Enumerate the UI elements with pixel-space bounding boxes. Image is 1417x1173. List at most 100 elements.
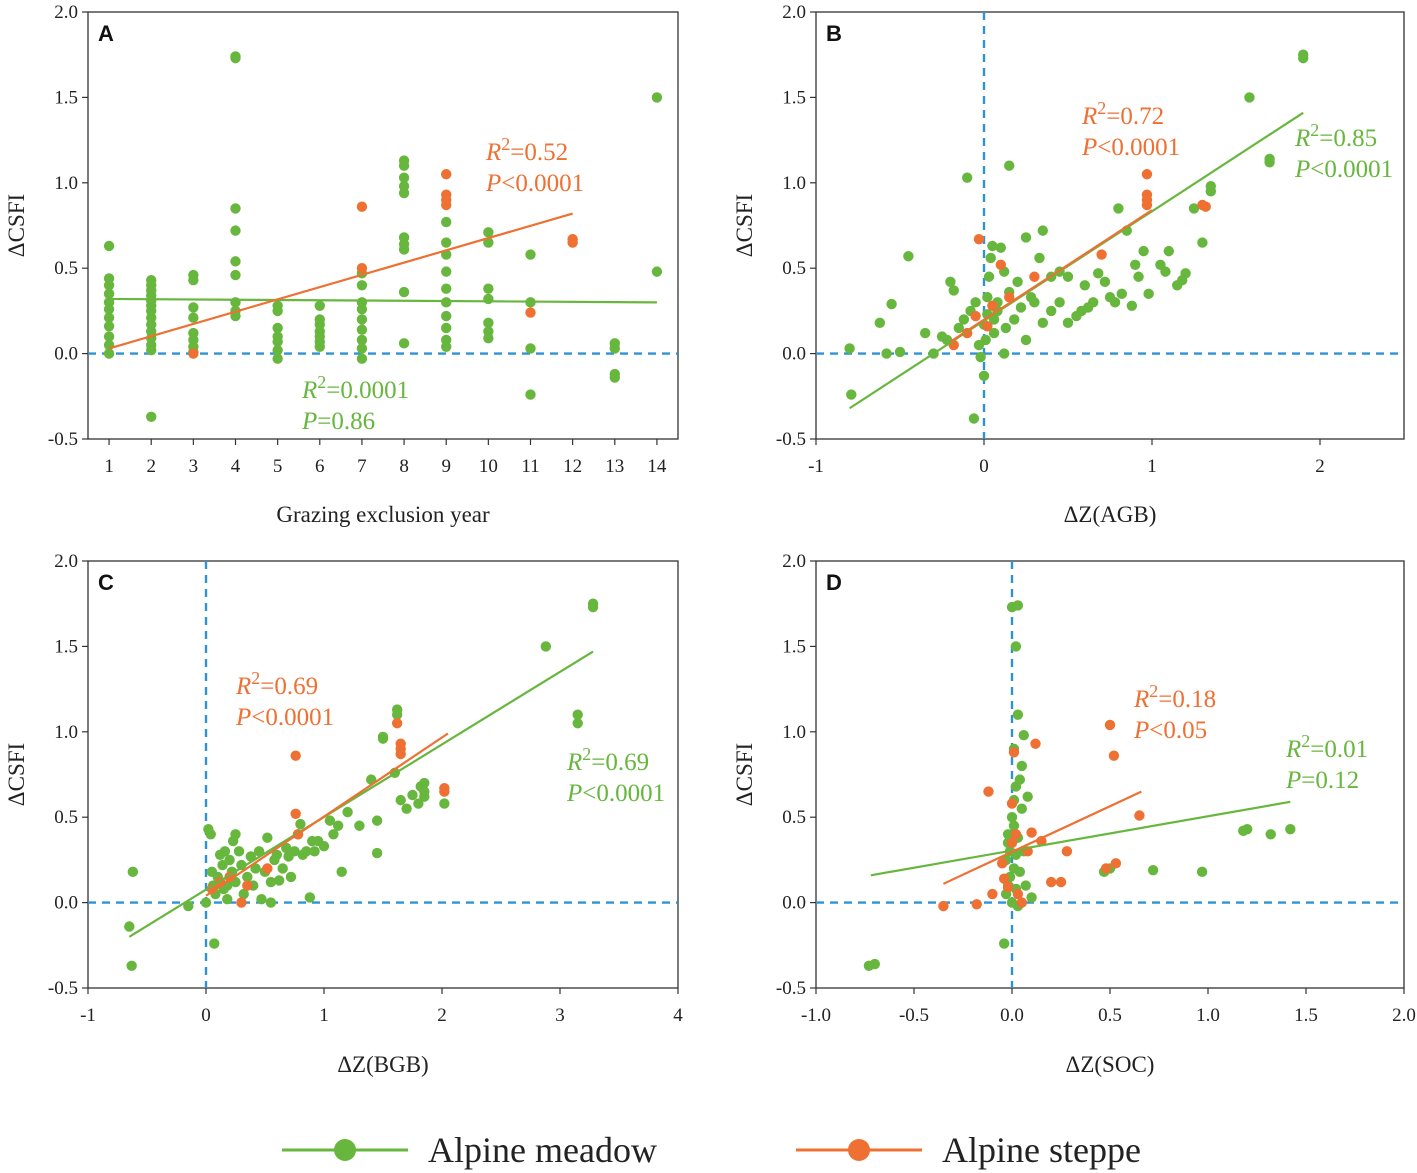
steppe-point <box>439 786 450 797</box>
x-axis-label: ΔZ(AGB) <box>1064 502 1157 527</box>
steppe-point <box>188 348 199 359</box>
x-tick-label: 14 <box>647 456 667 477</box>
x-tick-label: 5 <box>273 456 283 477</box>
meadow-point <box>188 302 199 313</box>
y-tick-label: 1.0 <box>782 173 806 194</box>
meadow-point <box>230 52 241 64</box>
x-tick-label: 1.0 <box>1196 1005 1220 1026</box>
x-tick-label: 4 <box>673 1005 683 1026</box>
meadow-point <box>371 847 383 859</box>
meadow-point <box>525 249 536 260</box>
meadow-point <box>314 341 325 352</box>
meadow-point <box>103 303 115 315</box>
steppe-point <box>987 888 998 900</box>
meadow-point <box>183 900 194 912</box>
meadow-point <box>285 871 297 883</box>
y-tick-label: 1.5 <box>54 87 78 108</box>
panel-a: -0.50.00.51.01.52.01 2 3 4 5 6 7 8 9 10 11 12 13 14R2… <box>4 2 679 527</box>
meadow-point <box>336 866 347 878</box>
meadow-point <box>1002 829 1014 840</box>
meadow-regression-line <box>128 650 594 938</box>
meadow-point <box>1014 866 1026 878</box>
x-tick-label: 2.0 <box>1392 1005 1416 1026</box>
meadow-point <box>103 240 115 252</box>
y-tick-label: 2.0 <box>54 551 78 572</box>
meadow-point <box>103 348 115 359</box>
meadow-point <box>1116 288 1127 300</box>
meadow-point <box>1099 276 1111 288</box>
meadow-point <box>419 791 430 802</box>
meadow-point <box>1188 203 1200 214</box>
meadow-point <box>903 251 914 262</box>
meadow-point <box>1143 288 1154 300</box>
meadow-point <box>219 846 231 857</box>
meadow-point <box>982 292 993 303</box>
meadow-point <box>272 336 283 347</box>
x-tick-label: 2 <box>146 456 156 477</box>
meadow-p-label: P<0.0001 <box>566 780 665 807</box>
steppe-point <box>1061 846 1073 857</box>
steppe-point <box>998 873 1010 884</box>
meadow-point <box>209 938 220 949</box>
meadow-point <box>124 921 135 932</box>
steppe-regression-line <box>205 732 449 897</box>
meadow-point <box>953 322 964 334</box>
meadow-point <box>1160 266 1171 277</box>
meadow-point <box>540 641 552 652</box>
meadow-point <box>188 274 199 286</box>
meadow-point <box>1029 297 1040 308</box>
meadow-point <box>483 293 494 305</box>
meadow-r2-label: R2=0.01 <box>1285 731 1368 763</box>
meadow-point <box>127 866 139 878</box>
steppe-point <box>1006 798 1018 809</box>
meadow-point <box>356 324 368 335</box>
meadow-point <box>1020 334 1032 346</box>
meadow-point <box>995 242 1006 253</box>
meadow-point <box>441 310 452 322</box>
meadow-point <box>256 893 267 905</box>
steppe-point <box>356 263 368 274</box>
steppe-point <box>236 897 247 908</box>
meadow-point <box>1012 276 1023 288</box>
meadow-point <box>356 303 368 315</box>
meadow-point <box>609 343 620 354</box>
meadow-point <box>483 227 494 238</box>
meadow-point <box>970 297 981 308</box>
meadow-point <box>230 269 241 281</box>
meadow-point <box>1205 181 1217 192</box>
meadow-point <box>1016 760 1027 772</box>
meadow-point <box>985 252 996 264</box>
steppe-point <box>290 750 301 761</box>
meadow-point <box>983 271 995 282</box>
meadow-point <box>304 892 316 903</box>
steppe-point <box>1012 888 1024 900</box>
meadow-point <box>272 322 283 334</box>
steppe-point <box>1110 858 1122 869</box>
y-tick-label: -0.5 <box>776 429 806 450</box>
meadow-point <box>439 798 450 809</box>
meadow-point <box>1298 52 1309 64</box>
legend-label: Alpine meadow <box>428 1130 657 1170</box>
meadow-r2-label: R2=0.0001 <box>301 372 409 404</box>
steppe-point <box>1134 810 1145 821</box>
x-tick-label: -1.0 <box>801 1005 831 1026</box>
y-tick-label: 1.0 <box>54 173 78 194</box>
legend: Alpine meadow Alpine steppe <box>282 1130 1141 1170</box>
y-axis-label: ΔCSFI <box>4 194 29 257</box>
meadow-point <box>881 348 892 359</box>
steppe-point <box>1008 747 1020 758</box>
meadow-point <box>356 314 368 325</box>
steppe-point <box>973 233 985 245</box>
meadow-point <box>224 854 235 866</box>
panel-label: D <box>826 570 842 595</box>
plot-frame <box>87 11 679 440</box>
x-tick-label: -0.5 <box>899 1005 929 1026</box>
meadow-point <box>1197 237 1208 248</box>
panel-b: -0.5 0.0 0.5 1.0 1.5 2.0 -1 0 1 2 R2=0.72 P<0.0001 R… <box>732 2 1405 527</box>
meadow-point <box>483 237 494 248</box>
y-tick-label: 0.5 <box>782 258 806 279</box>
meadow-point <box>1015 302 1027 313</box>
meadow-point <box>103 280 115 291</box>
steppe-point <box>987 300 998 311</box>
meadow-point <box>978 370 990 382</box>
